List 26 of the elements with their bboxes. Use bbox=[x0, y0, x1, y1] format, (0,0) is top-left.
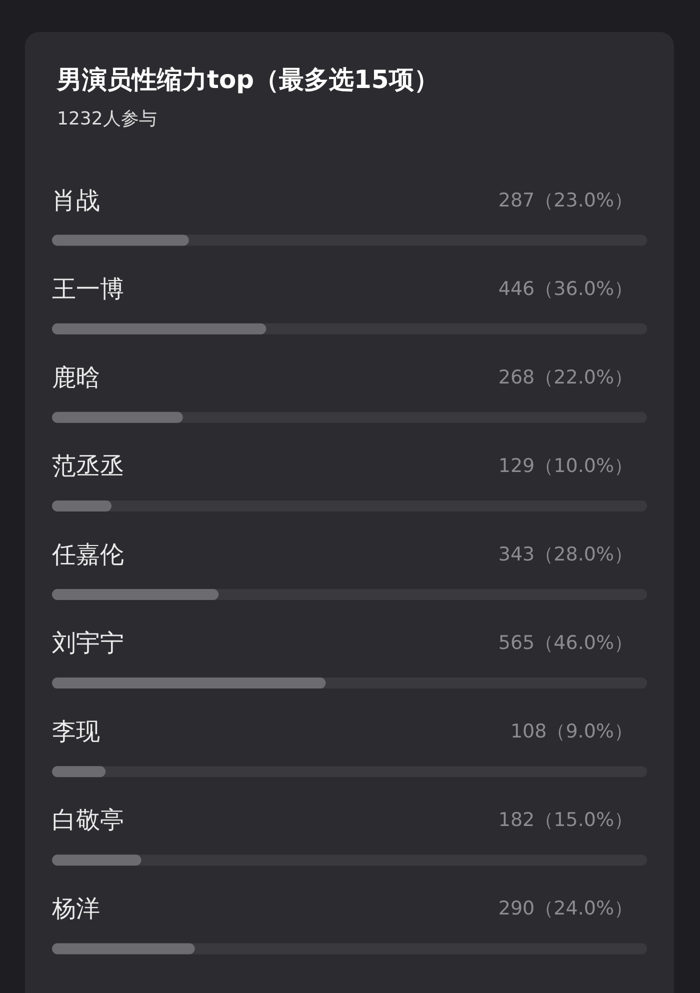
data-label: 287（23.0%） bbox=[498, 189, 633, 212]
y-tick-label: 肖战 bbox=[52, 186, 100, 214]
bar bbox=[52, 412, 183, 423]
y-tick-label: 范丞丞 bbox=[52, 452, 124, 480]
data-label: 129（10.0%） bbox=[498, 454, 633, 477]
bar bbox=[52, 766, 106, 778]
y-tick-label: 鹿晗 bbox=[52, 363, 100, 392]
data-label: 268（22.0%） bbox=[498, 366, 633, 388]
y-tick-label: 王一博 bbox=[52, 274, 124, 303]
data-label: 182（15.0%） bbox=[498, 809, 633, 832]
bar bbox=[52, 500, 112, 512]
y-tick-label: 白敬亭 bbox=[52, 806, 124, 834]
y-tick-label: 任嘉伦 bbox=[51, 540, 124, 568]
chart-subtitle: 1232人参与 bbox=[57, 108, 157, 130]
data-label: 565（46.0%） bbox=[498, 632, 633, 654]
bar bbox=[52, 854, 142, 866]
data-label: 343（28.0%） bbox=[498, 544, 633, 566]
data-label: 446（36.0%） bbox=[498, 278, 633, 300]
y-tick-label: 李现 bbox=[52, 718, 100, 746]
data-label: 108（9.0%） bbox=[510, 720, 633, 743]
data-label: 290（24.0%） bbox=[498, 898, 633, 920]
chart-title: 男演员性缩力top（最多选15项） bbox=[56, 65, 439, 94]
bar bbox=[52, 234, 189, 246]
y-tick-label: 杨洋 bbox=[51, 894, 100, 923]
y-tick-label: 刘宇宁 bbox=[52, 629, 124, 658]
bar bbox=[52, 943, 195, 954]
